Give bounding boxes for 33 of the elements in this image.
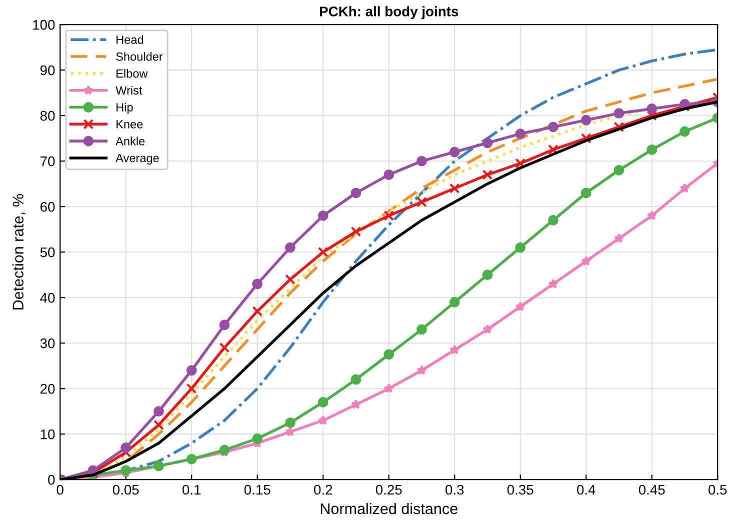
y-tick-label: 60 xyxy=(40,202,55,212)
x-tick-label: 0.5 xyxy=(708,484,727,495)
legend-label: Knee xyxy=(116,120,143,128)
y-tick-label: 90 xyxy=(40,65,55,76)
y-tick-label: 80 xyxy=(40,110,55,121)
legend-label: Wrist xyxy=(116,86,142,95)
legend-label: Shoulder xyxy=(116,52,163,61)
chart-title: PCKh: all body joints xyxy=(320,6,458,20)
y-tick-label: 50 xyxy=(40,247,55,258)
x-tick-label: 0.2 xyxy=(314,484,332,495)
x-tick-label: 0 xyxy=(56,484,64,495)
x-tick-label: 0.3 xyxy=(445,484,464,495)
x-tick-label: 0.1 xyxy=(182,484,201,495)
x-tick-label: 0.45 xyxy=(638,484,665,495)
legend-label: Hip xyxy=(116,102,133,114)
y-tick-label: 0 xyxy=(48,474,55,485)
y-tick-label: 10 xyxy=(40,429,55,440)
legend-label: Ankle xyxy=(116,136,145,146)
y-tick-label: 100 xyxy=(33,20,55,30)
legend-label: Average xyxy=(116,154,159,165)
y-tick-label: 30 xyxy=(40,338,55,348)
x-tick-label: 0.15 xyxy=(244,484,270,495)
y-tick-label: 40 xyxy=(40,292,55,303)
legend-label: Elbow xyxy=(116,69,148,78)
x-tick-label: 0.05 xyxy=(112,484,139,495)
x-tick-label: 0.35 xyxy=(507,484,534,495)
y-axis-title: Detection rate, % xyxy=(12,194,26,310)
x-tick-label: 0.25 xyxy=(376,484,402,495)
y-tick-label: 70 xyxy=(40,156,55,166)
x-tick-label: 0.4 xyxy=(576,484,596,495)
x-axis-title: Normalized distance xyxy=(320,502,458,514)
y-tick-label: 20 xyxy=(40,384,55,394)
legend-label: Head xyxy=(116,35,144,44)
